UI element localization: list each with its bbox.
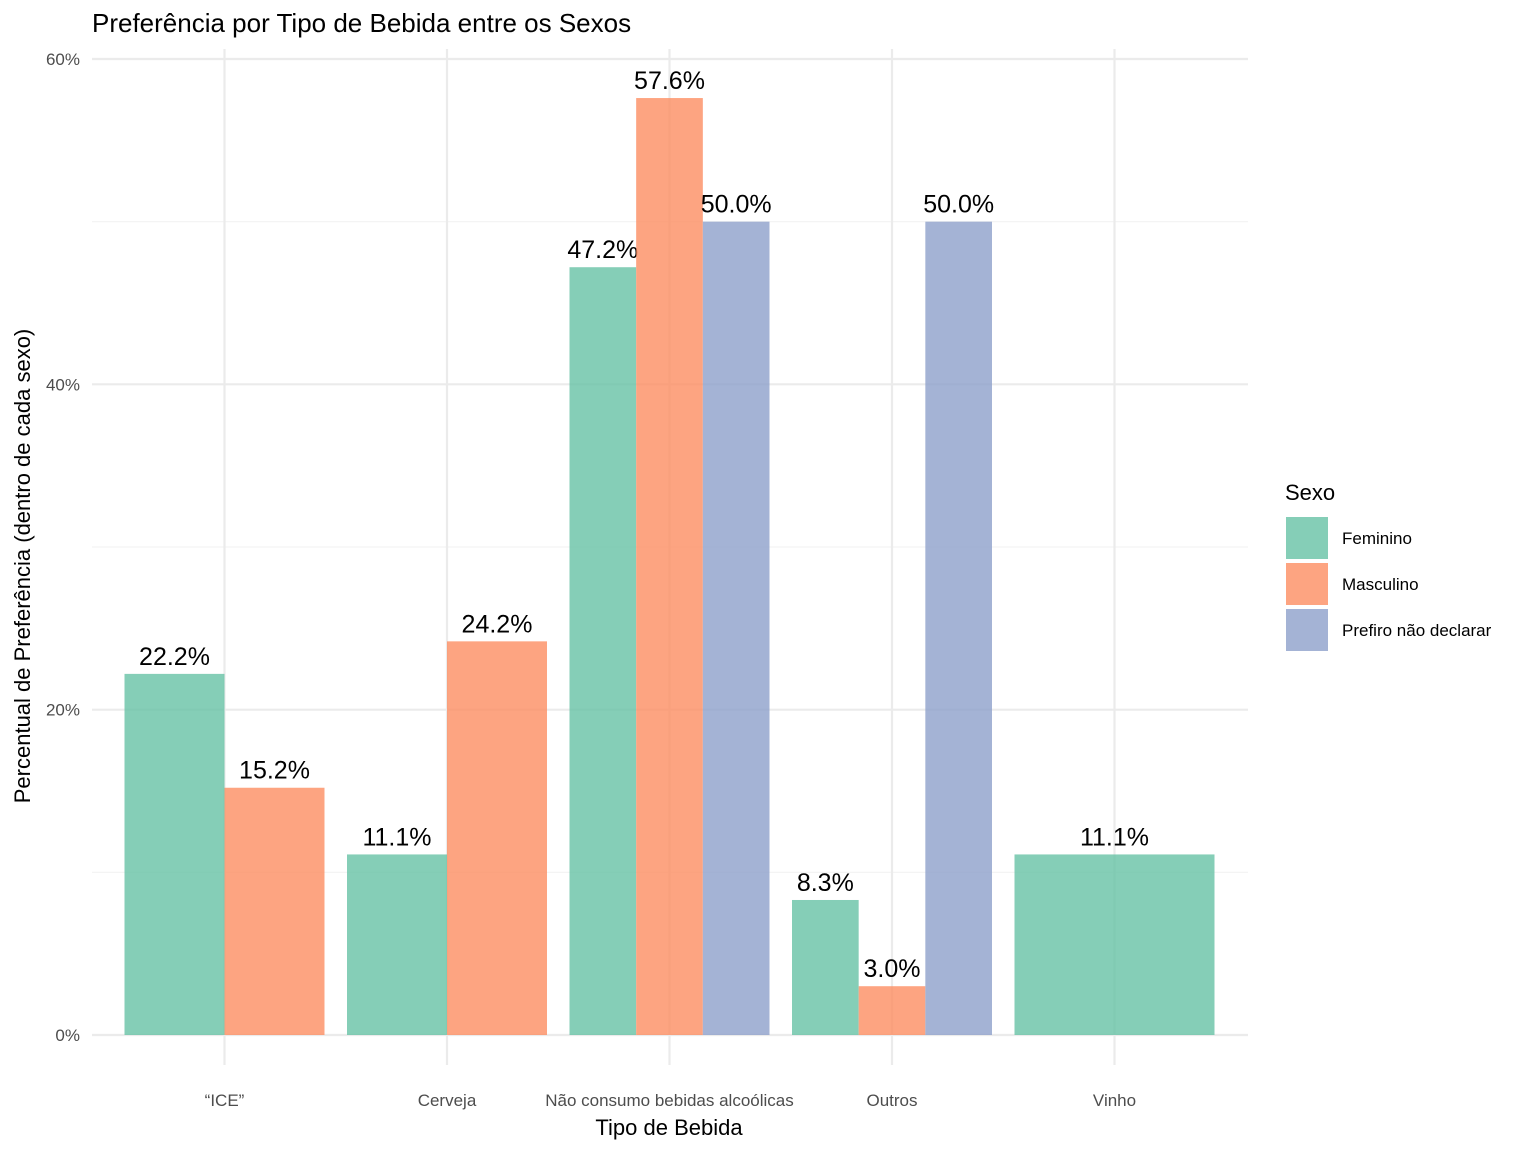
- y-tick-label: 20%: [46, 701, 80, 720]
- y-tick-label: 0%: [55, 1026, 80, 1045]
- bar-value-label: 50.0%: [701, 191, 772, 219]
- bar-value-label: 11.1%: [1080, 823, 1149, 851]
- x-tick-label: Não consumo bebidas alcoólicas: [545, 1091, 794, 1110]
- bars: 22.2% 15.2% 11.1% 24.2% 47.2% 57.6% 50.0% 8.3% 3…: [124, 67, 1215, 1036]
- x-tick-label: Cerveja: [418, 1091, 477, 1110]
- y-axis-title: Percentual de Preferência (dentro de cad…: [10, 329, 35, 804]
- bar: [124, 673, 225, 1035]
- bar: [224, 787, 325, 1035]
- bar: [858, 986, 926, 1035]
- bar-value-label: 8.3%: [797, 869, 854, 897]
- bar-value-label: 47.2%: [567, 236, 638, 264]
- legend-label: Prefiro não declarar: [1342, 621, 1492, 640]
- legend-key: [1286, 563, 1328, 605]
- y-axis-ticks: 0% 20% 40% 60%: [46, 50, 80, 1045]
- legend-label: Masculino: [1342, 575, 1419, 594]
- legend-label: Feminino: [1342, 529, 1412, 548]
- y-tick-label: 60%: [46, 50, 80, 69]
- x-tick-label: Vinho: [1093, 1091, 1136, 1110]
- bar-value-label: 50.0%: [923, 191, 994, 219]
- x-tick-label: Outros: [866, 1091, 917, 1110]
- bar: [569, 267, 637, 1035]
- legend-key: [1286, 609, 1328, 651]
- x-axis-title: Tipo de Bebida: [595, 1115, 743, 1140]
- bar-value-label: 57.6%: [634, 67, 705, 95]
- bar-value-label: 22.2%: [139, 643, 210, 671]
- bar-value-label: 11.1%: [362, 823, 431, 851]
- y-tick-label: 40%: [46, 375, 80, 394]
- bar: [636, 98, 703, 1036]
- x-axis-ticks: “ICE” Cerveja Não consumo bebidas alcoólic…: [205, 1091, 1136, 1110]
- chart-title: Preferência por Tipo de Bebida entre os …: [92, 8, 631, 38]
- legend: Sexo Feminino Masculino Prefiro não declar…: [1285, 480, 1492, 651]
- x-tick-label: “ICE”: [205, 1091, 245, 1110]
- bar-value-label: 24.2%: [462, 610, 533, 638]
- bar: [1014, 854, 1215, 1035]
- bar: [702, 221, 770, 1035]
- bar: [792, 899, 859, 1035]
- bar-value-label: 3.0%: [864, 955, 921, 983]
- bar: [447, 641, 547, 1035]
- bar: [925, 221, 992, 1035]
- bar-value-label: 15.2%: [239, 757, 310, 785]
- bar: [347, 854, 447, 1035]
- legend-title: Sexo: [1285, 480, 1335, 505]
- legend-key: [1286, 517, 1328, 559]
